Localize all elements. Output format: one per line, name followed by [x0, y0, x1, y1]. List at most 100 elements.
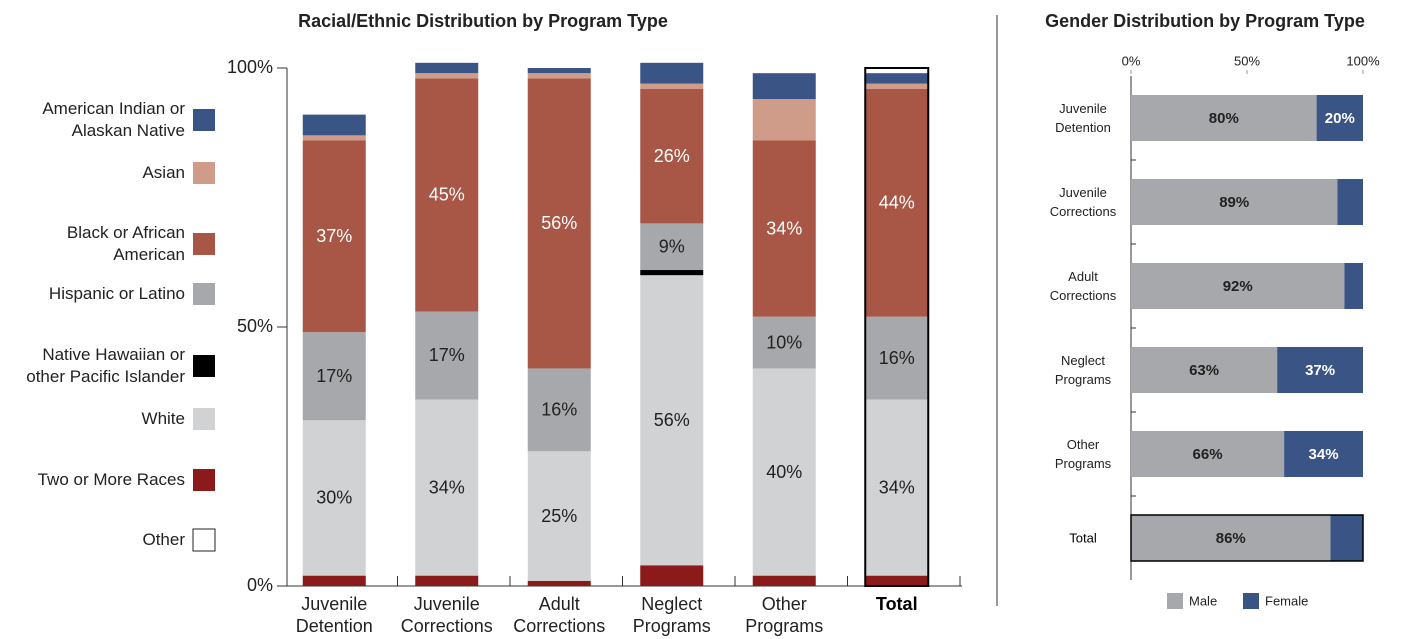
- y-tick-label: 50%: [237, 316, 273, 336]
- x-tick-label: Juvenile Detention: [295, 594, 373, 636]
- bar-segment: [640, 88, 704, 224]
- x-tick-label: Total: [875, 594, 918, 614]
- chart-title: Racial/Ethnic Distribution by Program Ty…: [298, 11, 668, 31]
- bar-segment: [865, 73, 929, 84]
- data-label: 86%: [1216, 530, 1246, 547]
- y-tick-label: Other Programs: [1054, 437, 1112, 471]
- data-label: 30%: [316, 488, 352, 508]
- bar-segment: [640, 83, 704, 89]
- legend-label: Black or African American: [66, 223, 185, 264]
- bar-segment: [865, 88, 929, 317]
- bar-segment: [640, 270, 704, 276]
- legend-swatch: [193, 408, 215, 430]
- bar-segment: [1337, 179, 1363, 225]
- data-label: 92%: [1223, 278, 1253, 295]
- legend-swatch: [193, 233, 215, 255]
- data-label: 20%: [1325, 110, 1355, 127]
- y-tick-label: Adult Corrections: [1049, 269, 1117, 303]
- data-label: 37%: [316, 226, 352, 246]
- x-tick-label: Other Programs: [745, 594, 824, 636]
- data-label: 56%: [541, 213, 577, 233]
- bar-segment: [752, 368, 816, 576]
- bar-segment: [752, 575, 816, 586]
- data-label: 16%: [541, 400, 577, 420]
- bar-segment: [527, 78, 591, 369]
- bar-segment: [865, 316, 929, 400]
- data-label: 80%: [1209, 110, 1239, 127]
- legend-label: Hispanic or Latino: [48, 284, 185, 303]
- bar-segment: [415, 62, 479, 74]
- bar-segment: [1330, 515, 1363, 561]
- bar-segment: [302, 575, 366, 586]
- bar-segment: [302, 140, 366, 333]
- bar-segment: [1131, 347, 1278, 393]
- data-label: 17%: [316, 366, 352, 386]
- data-label: 56%: [654, 410, 690, 430]
- bar-segment: [1131, 431, 1285, 477]
- data-label: 37%: [1305, 362, 1335, 379]
- legend-label: American Indian or Alaskan Native: [42, 99, 185, 140]
- highlight-border: [1130, 514, 1364, 562]
- data-label: 25%: [541, 506, 577, 526]
- bar-segment: [752, 99, 816, 141]
- legend-label: Female: [1265, 593, 1308, 608]
- bar-segment: [640, 275, 704, 566]
- data-label: 10%: [766, 332, 802, 352]
- x-tick-label: 0%: [1122, 53, 1141, 68]
- x-tick-label: 50%: [1234, 53, 1260, 68]
- data-label: 89%: [1219, 194, 1249, 211]
- chart-title: Gender Distribution by Program Type: [1045, 11, 1365, 31]
- legend-swatch: [193, 355, 215, 377]
- legend-label: Other: [142, 530, 185, 549]
- data-label: 34%: [766, 218, 802, 238]
- bar-segment: [527, 451, 591, 581]
- bar-segment: [640, 223, 704, 271]
- legend-swatch: [193, 283, 215, 305]
- bar-segment: [302, 332, 366, 421]
- bar-segment: [415, 575, 479, 586]
- legend-swatch: [193, 162, 215, 184]
- bar-segment: [752, 316, 816, 369]
- legend-swatch: [192, 528, 216, 552]
- bar-segment: [865, 399, 929, 576]
- bar-segment: [302, 420, 366, 576]
- bar-segment: [640, 565, 704, 586]
- data-label: 40%: [766, 462, 802, 482]
- data-label: 45%: [429, 185, 465, 205]
- bar-segment: [1344, 263, 1363, 309]
- legend-label: White: [141, 409, 185, 428]
- x-tick-label: Juvenile Corrections: [400, 594, 493, 636]
- bar-segment: [865, 575, 929, 586]
- legend-swatch: [1243, 593, 1259, 609]
- data-label: 34%: [879, 477, 915, 497]
- bar-segment: [752, 73, 816, 100]
- data-label: 26%: [654, 146, 690, 166]
- data-label: 9%: [659, 236, 685, 256]
- bar-segment: [1316, 95, 1363, 141]
- bar-segment: [1131, 179, 1338, 225]
- x-tick-label: Adult Corrections: [513, 594, 606, 636]
- legend-label: Two or More Races: [37, 470, 185, 489]
- legend-label: Native Hawaiian or other Pacific Islande…: [26, 345, 185, 386]
- legend-label: Male: [1189, 593, 1217, 608]
- bar-segment: [527, 368, 591, 452]
- x-tick-label: Neglect Programs: [632, 594, 711, 636]
- y-tick-label: Juvenile Corrections: [1049, 185, 1117, 219]
- bar-segment: [527, 68, 591, 74]
- data-label: 34%: [1309, 446, 1339, 463]
- bar-segment: [415, 78, 479, 312]
- bar-segment: [415, 399, 479, 576]
- bar-segment: [865, 83, 929, 89]
- data-label: 44%: [879, 192, 915, 212]
- bar-segment: [302, 114, 366, 136]
- bar-segment: [1284, 431, 1363, 477]
- bar-segment: [1131, 263, 1345, 309]
- legend-swatch: [193, 469, 215, 491]
- data-label: 34%: [429, 477, 465, 497]
- bar-segment: [752, 140, 816, 317]
- y-tick-label: Neglect Programs: [1054, 353, 1112, 387]
- x-tick-label: 100%: [1346, 53, 1380, 68]
- bar-segment: [1277, 347, 1363, 393]
- legend-swatch: [1167, 593, 1183, 609]
